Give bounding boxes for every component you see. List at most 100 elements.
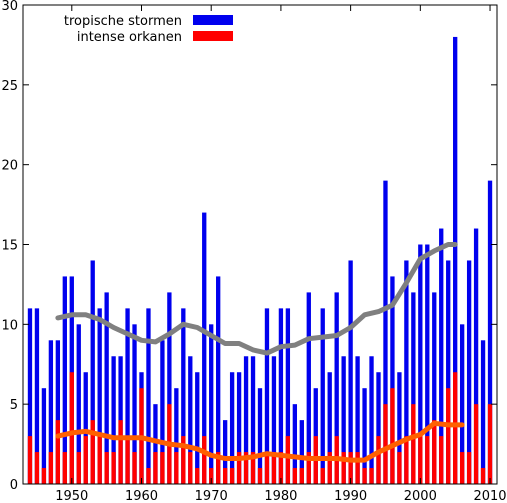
storm-bar-1998 [404,260,409,484]
storm-bar-1992 [362,388,367,484]
storm-bar-1981 [285,308,291,484]
legend-swatch-storms [193,15,233,25]
storm-bar-1953 [90,260,95,484]
hurricane-bar-1974 [236,452,242,484]
y-tick-label-20: 20 [1,159,18,174]
storm-bar-1986 [320,308,325,484]
storm-bar-2003 [439,228,444,484]
hurricane-bar-1975 [243,452,249,484]
storm-bar-1980 [278,308,284,484]
legend-label-storms: tropische stormen [64,14,182,29]
hurricane-bar-1966 [181,436,186,484]
storm-bar-1951 [76,324,81,484]
hurricane-bar-1986 [320,468,325,484]
hurricane-bar-1980 [278,452,284,484]
hurricane-bar-1969 [202,436,207,484]
storm-bar-1954 [97,308,102,484]
storm-bar-1964 [167,292,172,484]
storm-bar-1995 [383,180,388,484]
hurricane-bar-1965 [174,452,179,484]
storm-bar-1970 [209,324,214,484]
storm-bar-1982 [292,404,298,484]
storm-bar-1988 [334,292,339,484]
storm-bar-1991 [355,356,360,484]
storm-bar-1962 [153,404,158,484]
hurricane-bars [27,372,493,484]
hurricane-bar-1957 [118,420,123,484]
storm-bar-1979 [271,356,277,484]
hurricane-bar-1956 [111,452,116,484]
hurricane-bar-1981 [285,436,291,484]
x-tick-label-1990: 1990 [334,489,367,503]
hurricane-bar-1967 [188,452,193,484]
hurricane-bar-1995 [383,404,388,484]
storm-bar-1956 [111,356,116,484]
storm-bar-2010 [487,180,493,484]
storm-bar-1949 [62,276,67,484]
hurricane-bar-1947 [48,452,54,484]
x-tick-label-1980: 1980 [264,489,297,503]
storm-bar-2005 [453,36,458,485]
trend-lines [55,242,465,463]
storm-bar-1965 [174,388,179,484]
storm-bar-1961 [146,308,151,484]
hurricane-bar-2002 [432,420,437,484]
storm-bar-1946 [41,388,47,484]
hurricane-bar-1962 [153,452,158,484]
x-tick-label-2000: 2000 [404,489,437,503]
y-tick-label-30: 30 [1,0,18,14]
y-tick-label-25: 25 [1,79,18,94]
hurricane-trend-line [55,420,465,463]
storm-bar-2008 [473,228,479,484]
hurricane-bar-1944 [27,436,33,484]
storm-bar-1944 [27,308,33,484]
hurricane-bar-1968 [195,468,200,484]
x-tick-label-1950: 1950 [55,489,88,503]
hurricane-bar-1994 [376,436,381,484]
hurricane-bar-1990 [348,452,353,484]
hurricane-bar-2000 [418,436,423,484]
storm-bar-2004 [446,260,451,484]
hurricane-bar-1970 [209,468,214,484]
hurricane-bar-1961 [146,468,151,484]
storm-bar-2000 [418,244,423,484]
hurricane-bar-1998 [404,436,409,484]
hurricane-bar-1992 [362,468,367,484]
hurricane-bar-1945 [34,452,40,484]
x-tick-label-1960: 1960 [125,489,158,503]
hurricane-bar-2009 [480,468,486,484]
hurricane-bar-2005 [453,372,458,484]
storm-bar-1987 [327,372,332,484]
hurricane-bar-2007 [466,452,472,484]
storm-bar-1997 [397,372,402,484]
hurricane-bar-1949 [62,452,67,484]
storm-bar-1976 [250,356,256,484]
hurricane-bar-1976 [250,452,256,484]
hurricane-bar-1987 [327,452,332,484]
hurricane-bar-1982 [292,468,298,484]
y-tick-label-15: 15 [1,239,18,254]
hurricane-bar-2003 [439,436,444,484]
storm-bar-1966 [181,308,186,484]
hurricane-bar-1959 [132,452,137,484]
hurricane-bar-1993 [369,468,374,484]
hurricane-bar-1991 [355,452,360,484]
storm-bar-2001 [425,244,430,484]
storm-bar-1969 [202,212,207,484]
hurricane-bar-1948 [55,420,61,484]
storm-bar-2006 [459,324,465,484]
storm-bar-1996 [390,276,395,484]
storm-bar-1974 [236,372,242,484]
x-tick-label-1970: 1970 [195,489,228,503]
storm-bar-1978 [264,308,270,484]
hurricane-bar-1954 [97,436,102,484]
hurricane-bar-1984 [306,452,311,484]
hurricane-bar-1955 [104,452,109,484]
hurricane-bar-2004 [446,388,451,484]
hurricane-bar-1977 [257,468,263,484]
storm-bar-2009 [480,340,486,484]
storm-bar-1972 [222,420,228,484]
storm-bar-1963 [160,340,165,484]
